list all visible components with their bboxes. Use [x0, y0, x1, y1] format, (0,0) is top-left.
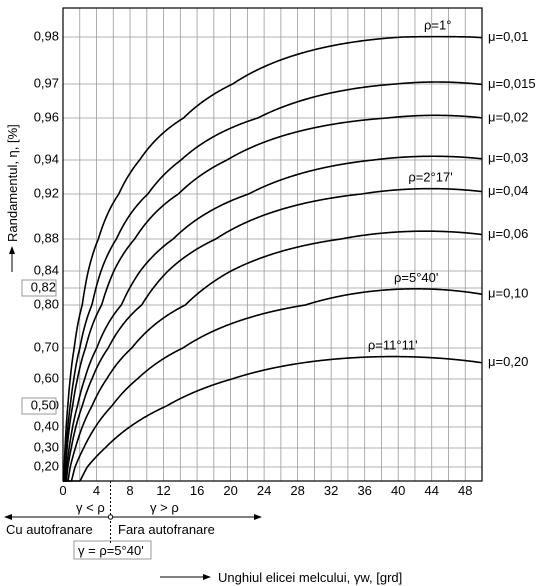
y-axis-ticks: 0,20 0,30 0,40 0,50 0,60 0,70 0,80 0,84 0,88 0,92…: [21, 28, 59, 473]
efficiency-curve: [63, 81, 483, 482]
rho-label: ρ=11°11': [368, 338, 418, 353]
rho-labels: ρ=1° ρ=2°17' ρ=5°40' ρ=11°11': [368, 18, 453, 353]
y-tick-label: 0,80: [34, 296, 59, 311]
rho-label: ρ=5°40': [394, 270, 438, 285]
plot-frame: [62, 7, 483, 482]
mu-label: μ=0,015: [488, 76, 536, 91]
divider-marker: [107, 514, 114, 520]
y-tick-label: 0,30: [34, 439, 59, 454]
x-tick-label: 4: [93, 483, 100, 498]
efficiency-curve: [63, 155, 483, 482]
rho-label: ρ=2°17': [408, 170, 452, 185]
efficiency-curves: [63, 35, 483, 482]
plot-border: [62, 7, 483, 482]
x-tick-label: 20: [223, 483, 237, 498]
mu-label: μ=0,20: [488, 354, 528, 369]
x-tick-label: 0: [59, 483, 66, 498]
rho-label: ρ=1°: [424, 18, 451, 33]
x-tick-label: 40: [391, 483, 405, 498]
y-tick-label: 0,96: [34, 109, 59, 124]
efficiency-curve: [63, 114, 483, 482]
y-tick-label: 0,84: [34, 262, 59, 277]
y-tick-label: 0,40: [34, 418, 59, 433]
y-tick-label: 0,88: [34, 230, 59, 245]
efficiency-curve: [63, 355, 483, 482]
y-tick-label: 0,60: [34, 370, 59, 385]
gamma-eq-rho-box: [73, 540, 152, 560]
mu-label: μ=0,02: [488, 109, 528, 124]
y-highlight-label: 0,82: [31, 279, 56, 294]
y-highlight-box: [21, 397, 57, 415]
mu-label: μ=0,04: [488, 183, 528, 198]
x-tick-label: 24: [257, 483, 271, 498]
y-tick-label: 0,97: [34, 75, 59, 90]
y-tick-label: 0,94: [34, 151, 59, 166]
y-tick-label: 0,20: [34, 458, 59, 473]
efficiency-curve: [63, 187, 483, 482]
x-axis-title: Unghiul elicei melcului, γw, [grd]: [218, 570, 402, 585]
x-axis-ticks: 0 4 8 12 16 20 24 28 32 36 40 44 48: [59, 483, 472, 498]
x-tick-label: 48: [458, 483, 472, 498]
x-tick-label: 16: [190, 483, 204, 498]
efficiency-curve: [63, 35, 483, 482]
gamma-eq-rho-label: γ = ρ=5°40': [78, 543, 144, 558]
y-axis-title-group: Randamentul, η, [%]: [5, 124, 20, 272]
y-highlight-label: 0,50: [31, 397, 56, 412]
gamma-gt-rho-label: γ > ρ: [150, 500, 179, 515]
x-tick-label: 36: [357, 483, 371, 498]
left-arrow-head: [4, 514, 12, 520]
mu-label: μ=0,06: [488, 226, 528, 241]
mu-labels: μ=0,01 μ=0,015 μ=0,02 μ=0,03 μ=0,04 μ=0,06 μ=0…: [488, 29, 536, 369]
self-locking-label: Cu autofranare: [6, 522, 93, 537]
mu-label: μ=0,01: [488, 29, 528, 44]
y-tick-label: 0,98: [34, 28, 59, 43]
mu-label: μ=0,03: [488, 150, 528, 165]
x-tick-label: 32: [324, 483, 338, 498]
y-highlight-box: [21, 279, 57, 297]
self-locking-annotations: γ < ρ γ > ρ Cu autofranare Fara autofran…: [4, 481, 262, 560]
y-axis-title: Randamentul, η, [%]: [5, 124, 20, 242]
x-tick-label: 44: [424, 483, 438, 498]
x-axis-title-group: Unghiul elicei melcului, γw, [grd]: [160, 570, 402, 585]
efficiency-curve: [63, 230, 483, 482]
x-tick-label: 12: [156, 483, 170, 498]
right-arrow-head: [254, 514, 262, 520]
x-tick-label: 8: [126, 483, 133, 498]
mu-label: μ=0,10: [488, 286, 528, 301]
gamma-lt-rho-label: γ < ρ: [76, 500, 105, 515]
x-tick-label: 28: [290, 483, 304, 498]
efficiency-curve: [63, 288, 483, 482]
no-self-locking-label: Fara autofranare: [118, 522, 215, 537]
y-tick-label: 0,70: [34, 339, 59, 354]
chart-grid: [63, 8, 482, 481]
y-tick-label: 0,92: [34, 185, 59, 200]
